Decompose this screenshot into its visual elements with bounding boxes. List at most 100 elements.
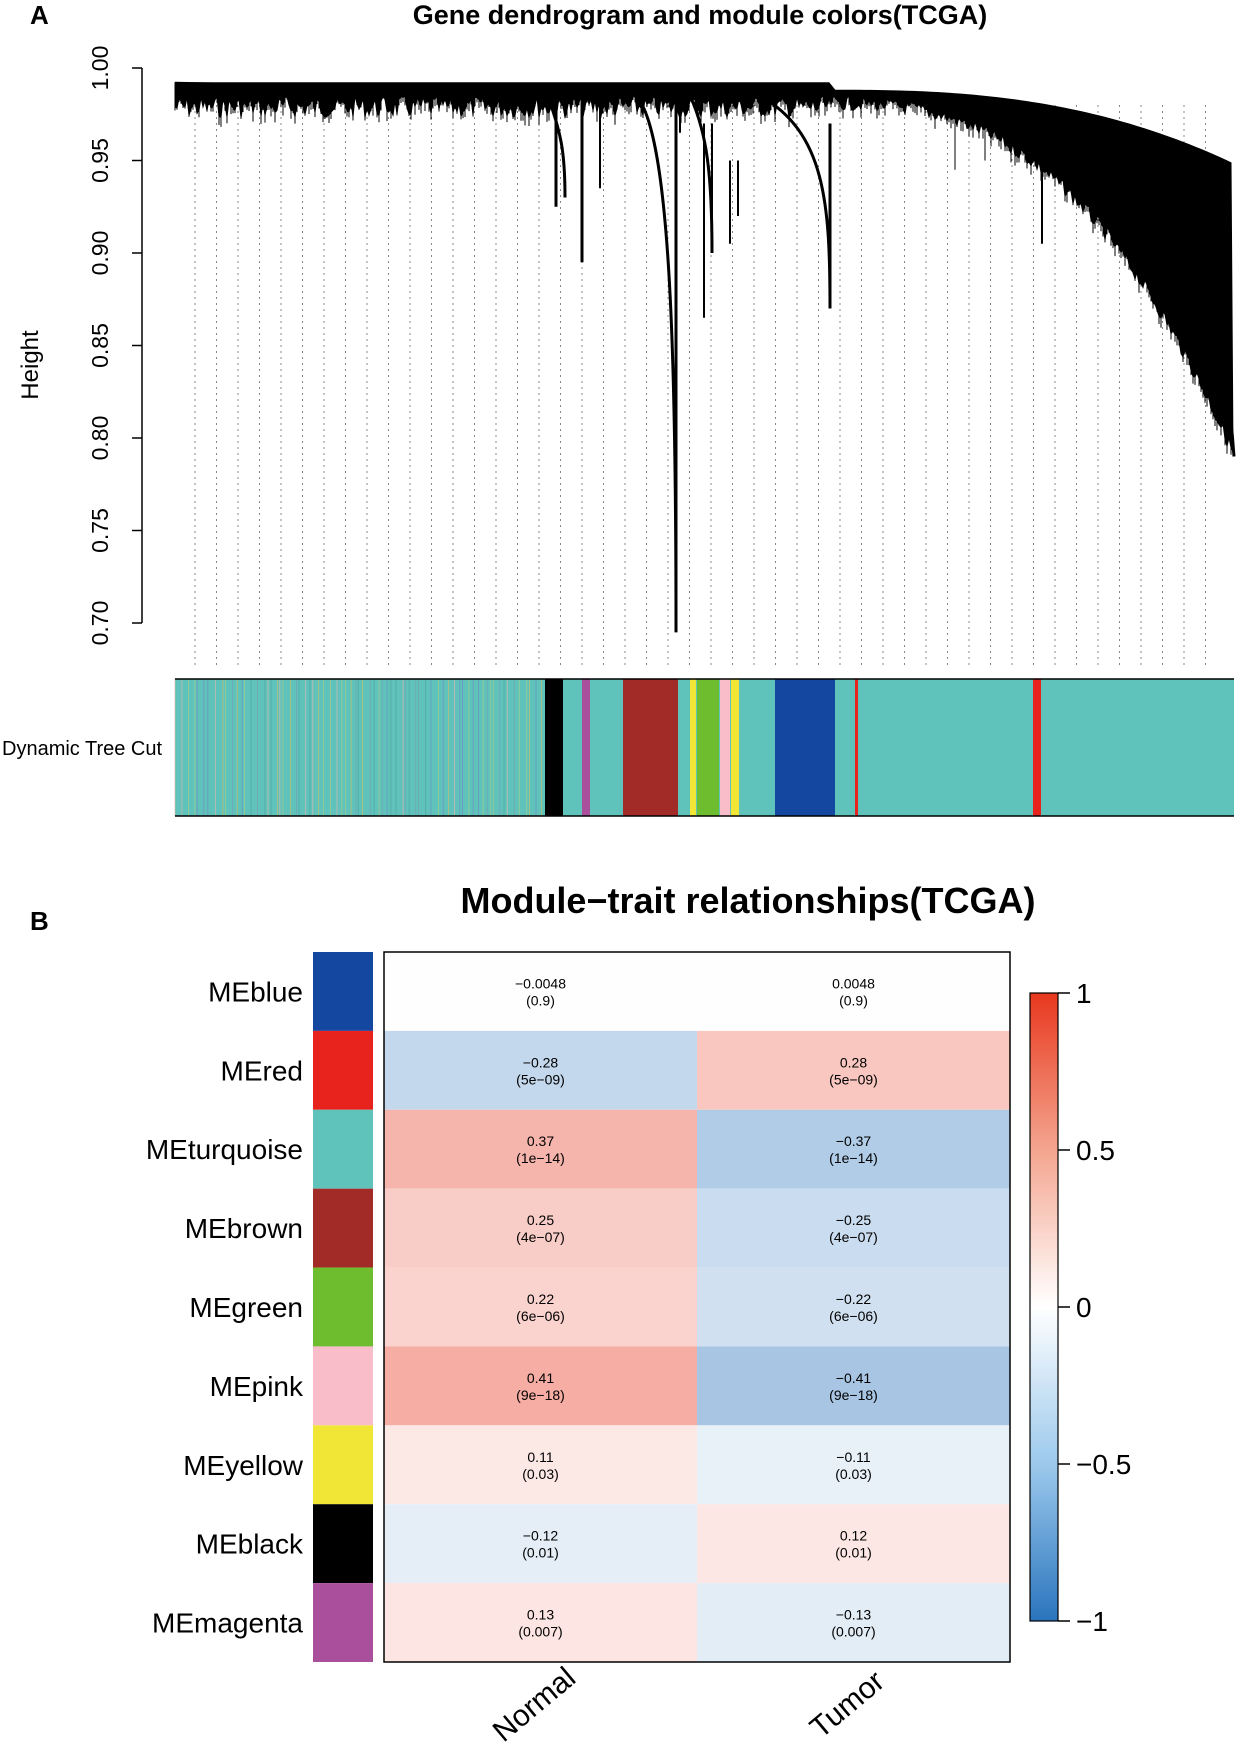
heatmap-cell (697, 1583, 1010, 1662)
legend-tick-label: −1 (1076, 1606, 1108, 1637)
cell-pvalue: (1e−14) (829, 1150, 878, 1166)
cell-correlation: −0.37 (836, 1133, 872, 1149)
cell-pvalue: (4e−07) (516, 1229, 565, 1245)
cell-correlation: −0.22 (836, 1291, 872, 1307)
color-legend-ticks: 1 0.5 0 −0.5 −1 (1058, 978, 1131, 1637)
cell-pvalue: (6e−06) (516, 1308, 565, 1324)
heatmap-cell (384, 1504, 697, 1584)
cell-correlation: 0.13 (527, 1607, 554, 1623)
legend-tick-label: 0 (1076, 1292, 1092, 1323)
module-block-yellow (690, 679, 696, 816)
heatmap-cell (697, 1109, 1010, 1189)
cell-pvalue: (9e−18) (516, 1387, 565, 1403)
cell-correlation: 0.22 (527, 1291, 554, 1307)
swatch-MEred (313, 1030, 373, 1110)
cell-pvalue: (0.01) (522, 1545, 559, 1561)
cell-pvalue: (5e−09) (829, 1071, 878, 1087)
cell-correlation: 0.12 (840, 1528, 867, 1544)
heatmap-cell (697, 952, 1010, 1031)
heatmap-cell (384, 1267, 697, 1347)
cell-correlation: 0.28 (840, 1054, 867, 1070)
column-label: Tumor (804, 1665, 891, 1745)
cell-pvalue: (1e−14) (516, 1150, 565, 1166)
module-block-pink (720, 679, 730, 816)
cell-pvalue: (6e−06) (829, 1308, 878, 1324)
cell-correlation: −0.12 (523, 1528, 559, 1544)
module-block-red (855, 679, 858, 816)
dendrogram-ylabel: Height (17, 330, 44, 400)
y-tick-label: 0.95 (87, 138, 113, 183)
row-label: MEbrown (185, 1213, 303, 1244)
panel-b-label: B (30, 906, 49, 936)
cell-correlation: 0.11 (527, 1449, 553, 1465)
heatmap-cell (384, 952, 697, 1031)
heatmap-cells: −0.0048(0.9)0.0048(0.9)−0.28(5e−09)0.28(… (384, 952, 1010, 1662)
heatmap-column-labels: Normal Tumor (487, 1661, 891, 1748)
cluster-sweep (634, 94, 678, 633)
heatmap-cell (384, 1030, 697, 1110)
module-block-yellow (731, 679, 739, 816)
cell-correlation: 0.41 (527, 1370, 554, 1386)
heatmap-title: Module−trait relationships(TCGA) (460, 880, 1035, 921)
row-label: MEgreen (189, 1292, 303, 1323)
cell-correlation: −0.41 (836, 1370, 872, 1386)
cell-correlation: −0.25 (836, 1212, 872, 1228)
swatch-MEturquoise (313, 1109, 373, 1189)
cell-pvalue: (4e−07) (829, 1229, 878, 1245)
dendrogram-y-ticks: 0.70 0.75 0.80 0.85 0.90 0.95 1.00 (87, 46, 142, 646)
cell-correlation: 0.0048 (832, 975, 875, 991)
cell-correlation: −0.11 (836, 1449, 871, 1465)
cell-correlation: −0.13 (836, 1607, 872, 1623)
swatch-MEmagenta (313, 1583, 373, 1662)
row-label: MEblue (208, 976, 303, 1007)
cell-pvalue: (0.03) (835, 1466, 872, 1482)
module-row-labels: MEblue MEred MEturquoise MEbrown MEgreen MEpi… (146, 976, 304, 1638)
heatmap-border (383, 951, 1011, 1663)
heatmap-cell (384, 1346, 697, 1426)
swatch-MEblue (313, 952, 373, 1031)
y-tick-label: 0.85 (87, 323, 113, 368)
heatmap-cell (697, 1030, 1010, 1110)
cluster-sweep (688, 95, 714, 254)
dendrogram-title: Gene dendrogram and module colors(TCGA) (413, 0, 988, 30)
heatmap-cell (697, 1346, 1010, 1426)
dendrogram-arc (1034, 131, 1236, 457)
module-block-black (545, 679, 563, 816)
heatmap-cell (384, 1109, 697, 1189)
module-block-brown (623, 679, 678, 816)
swatch-MEblack (313, 1504, 373, 1584)
module-block-red (1033, 679, 1041, 816)
y-tick-label: 1.00 (87, 46, 113, 91)
heatmap-cell (697, 1504, 1010, 1584)
cell-pvalue: (0.007) (518, 1624, 562, 1640)
cell-correlation: −0.0048 (515, 975, 566, 991)
merge-line (174, 81, 546, 92)
color-legend-bar (1029, 992, 1059, 1622)
row-label: MEturquoise (146, 1134, 303, 1165)
y-tick-label: 0.70 (87, 601, 113, 646)
cell-correlation: 0.25 (527, 1212, 554, 1228)
y-tick-label: 0.80 (87, 416, 113, 461)
heatmap-cell (697, 1425, 1010, 1505)
cluster-sweep (759, 94, 832, 309)
swatch-MEyellow (313, 1425, 373, 1505)
heatmap-cell (384, 1583, 697, 1662)
heatmap-cell (697, 1267, 1010, 1347)
module-color-strip (174, 678, 1234, 817)
row-label: MEmagenta (152, 1608, 303, 1639)
cell-correlation: −0.28 (523, 1054, 559, 1070)
module-block-magenta (582, 679, 590, 816)
legend-tick-label: −0.5 (1076, 1449, 1131, 1480)
heatmap-cell (384, 1425, 697, 1505)
cell-pvalue: (5e−09) (516, 1071, 565, 1087)
y-tick-label: 0.90 (87, 231, 113, 276)
cell-correlation: 0.37 (527, 1133, 554, 1149)
legend-tick-label: 0.5 (1076, 1135, 1115, 1166)
dynamic-tree-cut-label: Dynamic Tree Cut (2, 738, 162, 760)
row-label: MEblack (196, 1529, 304, 1560)
row-label: MEpink (210, 1371, 304, 1402)
module-block-green (697, 679, 719, 816)
cluster-sweep (546, 95, 567, 198)
cell-pvalue: (9e−18) (829, 1387, 878, 1403)
